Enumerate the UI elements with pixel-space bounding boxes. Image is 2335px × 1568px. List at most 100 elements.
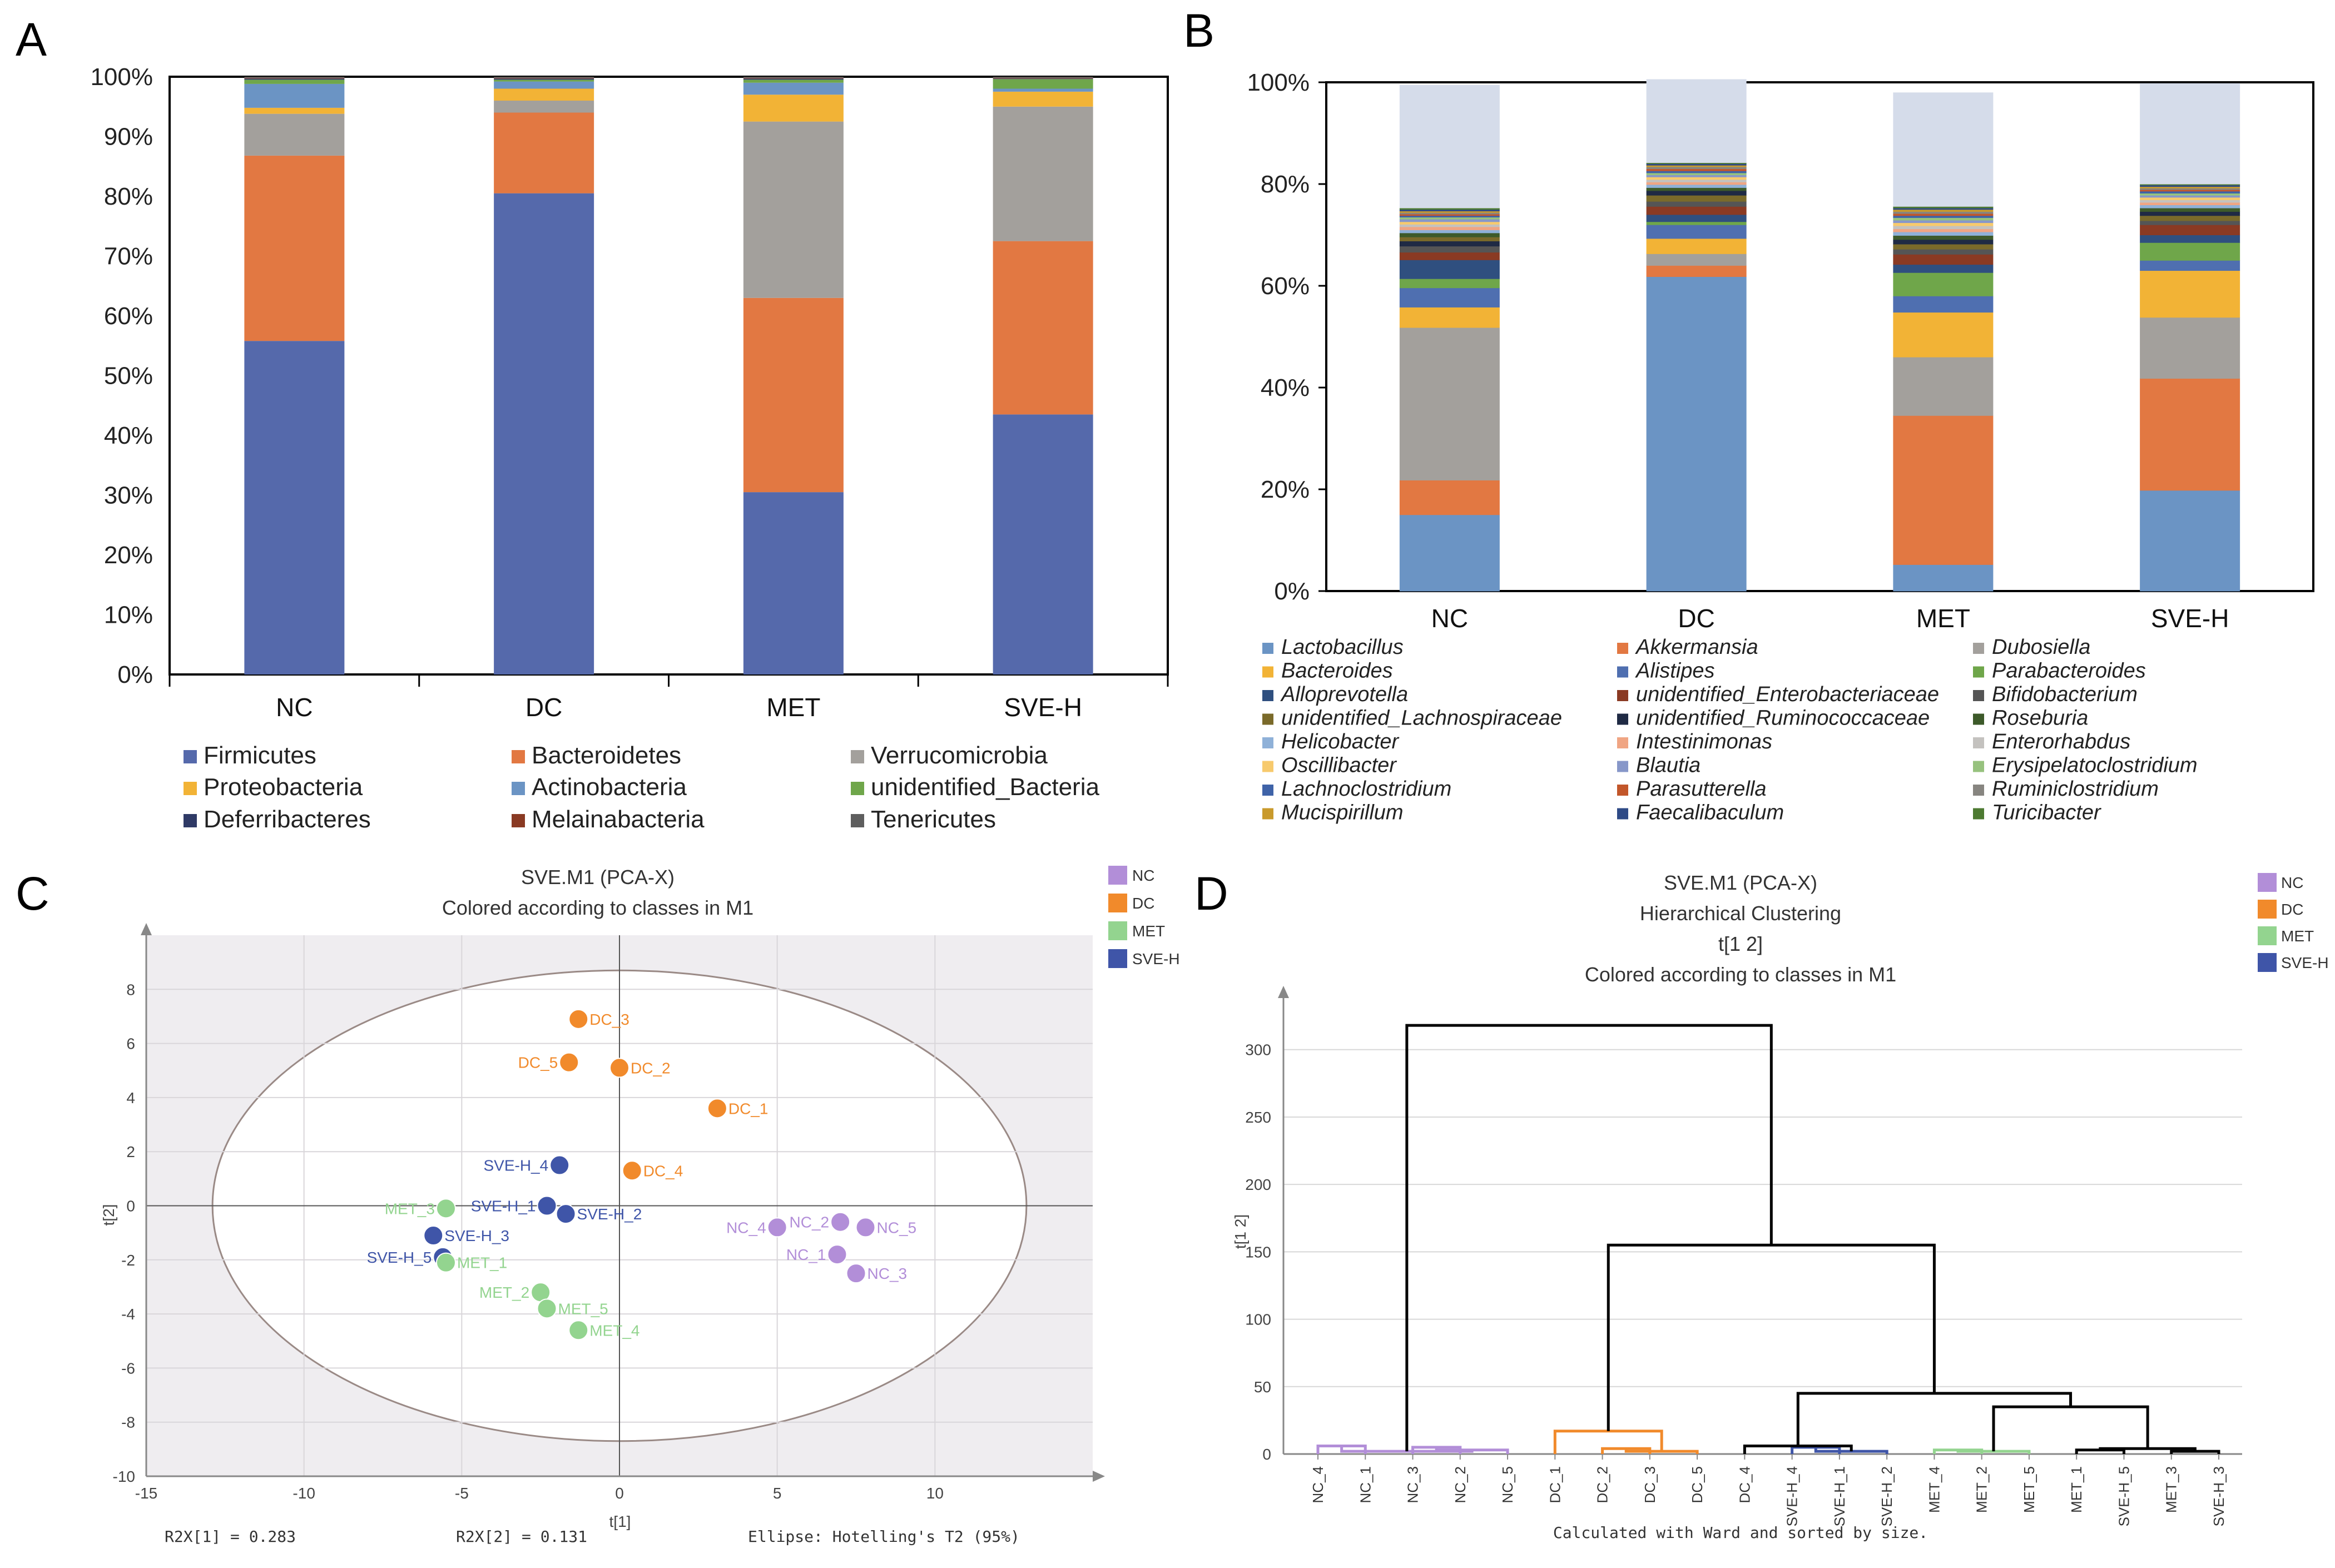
bar-segment-b-12-nc (1399, 230, 1500, 234)
bar-segment-b-14-sve-h (2140, 200, 2240, 203)
bar-segment-a-actinobacteria-dc (494, 81, 594, 89)
y-tick-label-a: 80% (104, 183, 153, 210)
bar-segment-b-10-nc (1399, 237, 1500, 241)
bar-segment-a-tenericutes-dc (494, 77, 594, 78)
bar-segment-a-unidentified-bacteria-nc (244, 80, 345, 84)
bar-segment-b-9-dc (1646, 195, 1747, 202)
bar-segment-b-2-dc (1646, 254, 1747, 266)
y-tick-label-a: 100% (90, 63, 153, 91)
bar-segment-b-6-met (1893, 264, 1994, 273)
bar-segment-a-unidentified-bacteria-dc (494, 80, 594, 82)
bar-segment-a-bacteroidetes-met (743, 297, 844, 493)
point-label-dc-1: DC_1 (728, 1100, 769, 1117)
legend-swatch-b-intestinimonas (1617, 737, 1628, 748)
legend-swatch-b-faecalibaculum (1617, 808, 1628, 820)
legend-swatch-a-verrucomicrobia (851, 750, 864, 763)
legend-label-b-enterorhabdus: Enterorhabdus (1992, 730, 2130, 753)
dendrogram-link-18 (1405, 1024, 1773, 1452)
legend-label-a-deferribacteres: Deferribacteres (204, 806, 371, 833)
y-axis-label-d: t[1 2] (1232, 1214, 1249, 1249)
x-tick-label-a: SVE-H (1004, 693, 1082, 722)
bar-segment-b-1-met (1893, 415, 1994, 565)
y-tick-label-d: 150 (1245, 1243, 1271, 1261)
legend-swatch-c-dc (1108, 894, 1127, 912)
y-tick-label-c: -4 (121, 1306, 135, 1323)
legend-swatch-b-roseburia (1973, 713, 1984, 725)
legend-swatch-b-mucispirillum (1262, 808, 1273, 820)
x-tick-label-c: 0 (615, 1485, 624, 1502)
legend-swatch-a-tenericutes (851, 814, 864, 827)
bar-segment-b-0-dc (1646, 276, 1747, 592)
bar-segment-a-actinobacteria-met (743, 82, 844, 95)
bar-segment-b-14-met (1893, 226, 1994, 230)
point-sve-h-1 (537, 1195, 557, 1216)
leaf-label-dc-1: DC_1 (1546, 1466, 1563, 1503)
leaf-label-nc-3: NC_3 (1405, 1466, 1421, 1503)
bar-segment-b-15-sve-h (2140, 197, 2240, 200)
point-label-dc-4: DC_4 (643, 1162, 683, 1179)
point-label-nc-5: NC_5 (877, 1219, 917, 1236)
legend-swatch-d-dc (2258, 900, 2277, 919)
y-axis-arrow-c (141, 923, 152, 935)
bar-segment-b-7-sve-h (2140, 225, 2240, 235)
legend-label-b-lachnoclostridium: Lachnoclostridium (1281, 777, 1451, 801)
bar-segment-b-8-nc (1399, 246, 1500, 253)
bar-segment-b-4-nc (1399, 287, 1500, 307)
bar-segment-b-24-nc (1399, 85, 1500, 209)
legend-label-b-lactobacillus: Lactobacillus (1281, 636, 1404, 659)
bar-segment-b-16-nc (1399, 219, 1500, 222)
legend-label-b-unidentified-ruminococcaceae: unidentified_Ruminococcaceae (1636, 707, 1930, 730)
legend-label-b-roseburia: Roseburia (1992, 707, 2088, 730)
bar-segment-b-16-dc (1646, 175, 1747, 177)
bar-segment-b-18-nc (1399, 215, 1500, 217)
bar-segment-b-6-nc (1399, 260, 1500, 279)
bar-segment-b-4-dc (1646, 225, 1747, 239)
leaf-label-nc-2: NC_2 (1452, 1466, 1469, 1503)
point-label-sve-h-5: SVE-H_5 (367, 1249, 432, 1266)
bar-segment-b-11-dc (1646, 187, 1747, 191)
legend-label-b-unidentified-enterobacteriaceae: unidentified_Enterobacteriaceae (1636, 683, 1939, 706)
legend-swatch-c-nc (1108, 866, 1127, 885)
legend-label-b-parabacteroides: Parabacteroides (1992, 659, 2146, 683)
legend-label-a-firmicutes: Firmicutes (204, 742, 316, 769)
leaf-label-sve-h-3: SVE-H_3 (2210, 1466, 2227, 1526)
bar-segment-b-19-dc (1646, 168, 1747, 171)
leaf-label-sve-h-1: SVE-H_1 (1831, 1466, 1848, 1526)
bar-segment-b-22-sve-h (2140, 185, 2240, 187)
point-dc-3 (568, 1009, 589, 1029)
x-tick-label-b: DC (1678, 604, 1714, 633)
y-tick-label-a: 0% (117, 661, 153, 688)
leaf-label-nc-4: NC_4 (1310, 1466, 1326, 1503)
legend-swatch-b-lachnoclostridium (1262, 785, 1273, 796)
bar-segment-a-deferribacteres-sve-h (993, 78, 1093, 80)
legend-swatch-a-deferribacteres (184, 814, 197, 827)
y-tick-label-d: 250 (1245, 1109, 1271, 1126)
legend-label-b-erysipelatoclostridium: Erysipelatoclostridium (1992, 754, 2198, 777)
bar-segment-a-verrucomicrobia-dc (494, 101, 594, 113)
dendrogram-link-15 (1992, 1405, 2149, 1452)
bar-segment-a-firmicutes-nc (244, 341, 345, 674)
y-tick-label-a: 90% (104, 123, 153, 151)
x-tick-label-c: 10 (926, 1485, 944, 1502)
x-tick-label-c: -15 (135, 1485, 157, 1502)
x-tick-label-c: -5 (455, 1485, 469, 1502)
bar-segment-b-12-sve-h (2140, 205, 2240, 209)
leaf-label-met-1: MET_1 (2068, 1466, 2085, 1513)
footer-text-c: Ellipse: Hotelling's T2 (95%) (748, 1527, 1020, 1546)
bar-segment-b-19-met (1893, 214, 1994, 216)
bar-segment-a-tenericutes-met (743, 77, 844, 78)
legend-label-b-ruminiclostridium: Ruminiclostridium (1992, 777, 2159, 801)
bar-segment-a-actinobacteria-nc (244, 83, 345, 108)
bar-segment-b-0-nc (1399, 514, 1500, 592)
bar-segment-a-verrucomicrobia-nc (244, 113, 345, 156)
bar-segment-a-proteobacteria-sve-h (993, 91, 1093, 107)
legend-swatch-b-alistipes (1617, 666, 1628, 678)
legend-swatch-d-met (2258, 926, 2277, 945)
legend-swatch-b-unidentified-lachnospiraceae (1262, 713, 1273, 725)
legend-swatch-b-alloprevotella (1262, 690, 1273, 701)
bar-segment-b-5-nc (1399, 279, 1500, 289)
legend-swatch-a-firmicutes (184, 750, 197, 763)
bar-segment-b-15-nc (1399, 221, 1500, 225)
bar-segment-b-3-nc (1399, 307, 1500, 328)
legend-swatch-a-bacteroidetes (512, 750, 525, 763)
